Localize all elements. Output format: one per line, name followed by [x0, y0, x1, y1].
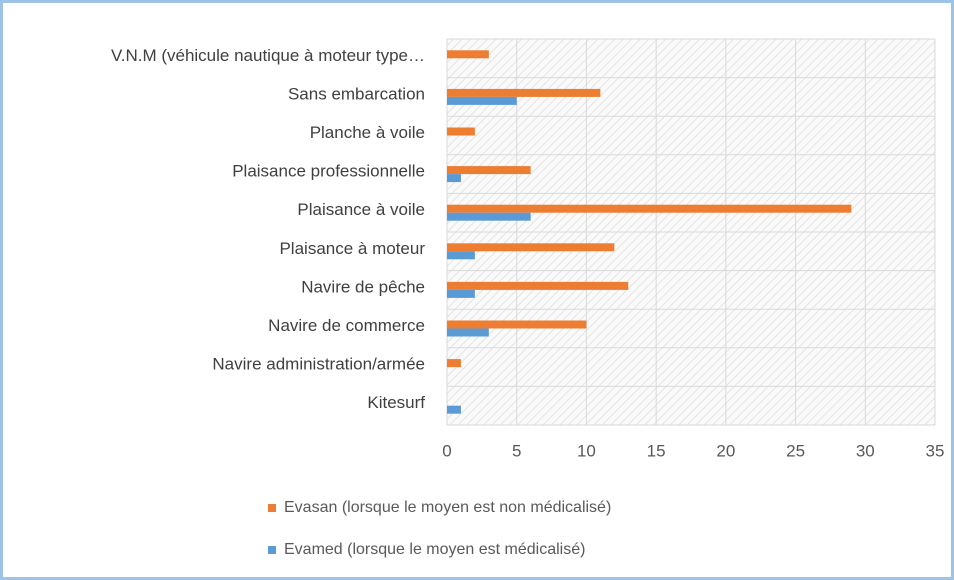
y-tick-label: Plaisance à voile — [297, 200, 425, 219]
legend-label: Evamed (lorsque le moyen est médicalisé) — [284, 541, 585, 558]
y-tick-label: Plaisance professionnelle — [232, 162, 425, 181]
y-tick-label: Navire administration/armée — [212, 355, 425, 374]
x-tick-label: 30 — [856, 441, 875, 460]
x-tick-label: 25 — [786, 441, 805, 460]
y-tick-label: Kitesurf — [367, 393, 425, 412]
legend-marker — [268, 546, 276, 554]
y-tick-label: Planche à voile — [310, 123, 425, 142]
bar — [447, 96, 517, 105]
bar — [447, 50, 489, 59]
legend-label: Evasan (lorsque le moyen est non médical… — [284, 499, 611, 516]
bar — [447, 127, 475, 136]
x-tick-label: 5 — [512, 441, 521, 460]
bar — [447, 243, 615, 252]
y-tick-label: Navire de commerce — [268, 316, 425, 335]
bar — [447, 88, 601, 97]
x-tick-label: 15 — [647, 441, 666, 460]
bar — [447, 174, 461, 183]
bar — [447, 289, 475, 298]
bar — [447, 204, 852, 213]
legend-marker — [268, 504, 276, 512]
bar — [447, 320, 587, 329]
bar — [447, 328, 489, 337]
x-tick-label: 10 — [577, 441, 596, 460]
y-tick-label: V.N.M (véhicule nautique à moteur type… — [111, 46, 425, 65]
bar — [447, 405, 461, 414]
x-tick-label: 35 — [926, 441, 945, 460]
y-tick-label: Plaisance à moteur — [279, 239, 425, 258]
bar — [447, 251, 475, 260]
bar — [447, 359, 461, 368]
bar — [447, 281, 629, 290]
bar — [447, 166, 531, 175]
bar — [447, 212, 531, 221]
x-tick-label: 20 — [716, 441, 735, 460]
y-tick-label: Navire de pêche — [301, 277, 425, 296]
y-tick-label: Sans embarcation — [288, 84, 425, 103]
x-tick-label: 0 — [442, 441, 451, 460]
